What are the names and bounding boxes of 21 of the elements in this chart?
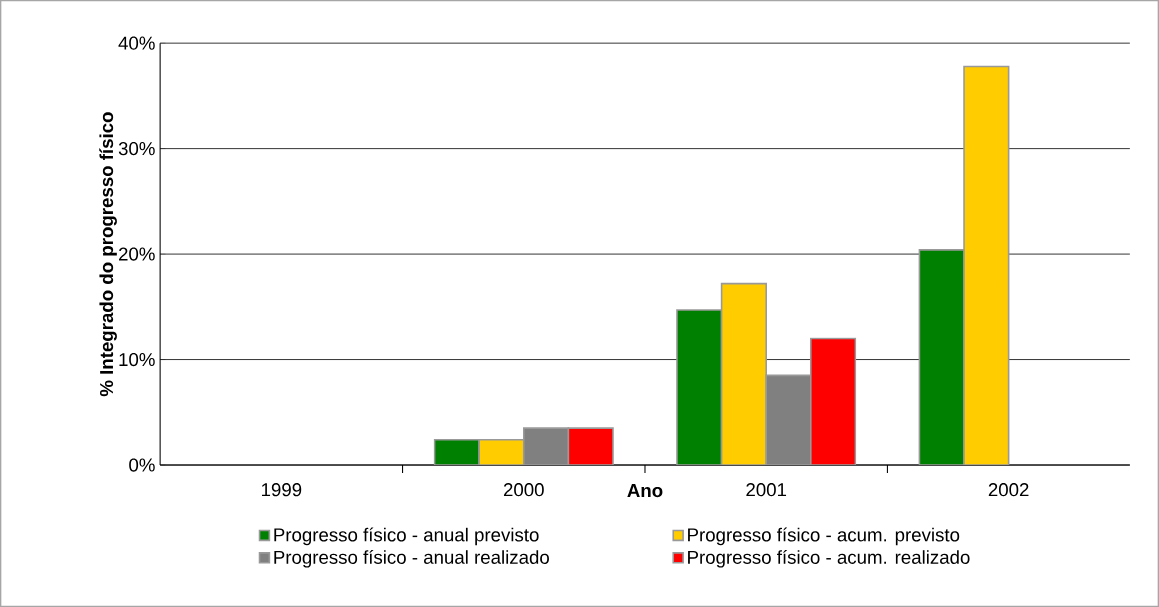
- x-axis-title: Ano: [627, 484, 663, 498]
- bar: [918, 249, 965, 465]
- y-tick-label: 30%: [118, 141, 155, 156]
- legend-label: Progresso físico - acum. previsto: [688, 527, 960, 546]
- bar: [676, 309, 723, 465]
- legend-label: Progresso físico - anual previsto: [274, 527, 539, 546]
- x-tick-label: 2001: [746, 482, 787, 497]
- bar: [522, 427, 570, 465]
- x-tick-label: 2000: [503, 482, 544, 497]
- y-tick-label: 40%: [118, 36, 155, 50]
- y-axis-title: % Integrado do progresso físico: [99, 112, 117, 397]
- y-tick-label: 20%: [119, 247, 155, 261]
- y-tick-label: 10%: [119, 352, 155, 367]
- x-tick-label: 2002: [988, 482, 1029, 497]
- bar: [720, 282, 767, 465]
- bar: [963, 65, 1010, 465]
- x-tick-label: 1999: [262, 482, 302, 497]
- bar: [765, 374, 812, 465]
- legend-label: Progresso físico - anual realizado: [274, 549, 549, 568]
- y-tick-label: 0%: [129, 458, 155, 472]
- legend-label: Progresso físico - acum. realizado: [688, 549, 970, 568]
